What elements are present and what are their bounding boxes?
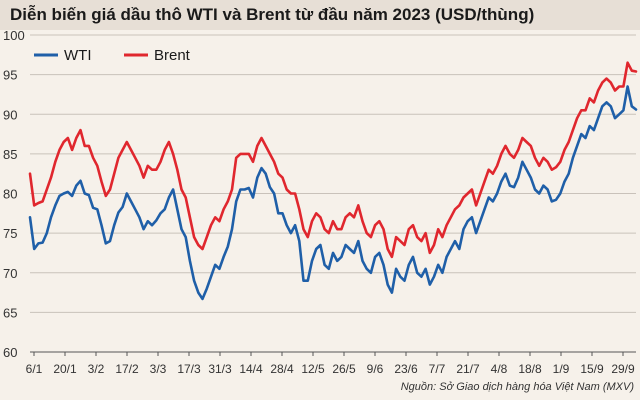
x-tick-label: 1/9 bbox=[553, 362, 570, 376]
series-line-wti bbox=[28, 85, 638, 301]
x-tick-label: 6/1 bbox=[26, 362, 43, 376]
x-tick-label: 9/6 bbox=[367, 362, 384, 376]
y-tick-label: 60 bbox=[3, 345, 17, 360]
x-tick-label: 7/7 bbox=[429, 362, 446, 376]
x-tick-label: 20/1 bbox=[53, 362, 77, 376]
y-tick-label: 95 bbox=[3, 68, 17, 83]
chart-title: Diễn biến giá dầu thô WTI và Brent từ đầ… bbox=[10, 5, 535, 24]
x-tick-label: 3/2 bbox=[88, 362, 105, 376]
series-line-brent bbox=[28, 61, 638, 259]
x-tick-label: 23/6 bbox=[394, 362, 418, 376]
x-tick-label: 28/4 bbox=[270, 362, 294, 376]
series-lines bbox=[28, 61, 638, 301]
legend: WTI Brent bbox=[34, 47, 191, 64]
x-tick-label: 3/3 bbox=[150, 362, 167, 376]
y-tick-label: 90 bbox=[3, 107, 17, 122]
legend-label-wti: WTI bbox=[64, 47, 92, 64]
x-tick-label: 17/2 bbox=[115, 362, 139, 376]
x-tick-label: 12/5 bbox=[301, 362, 325, 376]
x-tick-label: 15/9 bbox=[580, 362, 604, 376]
x-tick-label: 14/4 bbox=[239, 362, 263, 376]
x-tick-label: 4/8 bbox=[491, 362, 508, 376]
grid bbox=[30, 34, 636, 353]
x-tick-label: 29/9 bbox=[611, 362, 635, 376]
y-tick-label: 70 bbox=[3, 266, 17, 281]
title-bar: Diễn biến giá dầu thô WTI và Brent từ đầ… bbox=[0, 0, 640, 30]
y-tick-label: 85 bbox=[3, 147, 17, 162]
y-tick-label: 100 bbox=[3, 28, 25, 43]
x-axis-ticks: 6/1 20/1 3/2 17/2 3/3 17/3 31/3 14/4 28/4 12/5 26/… bbox=[26, 352, 635, 376]
source-note: Nguồn: Sở Giao dịch hàng hóa Việt Nam (M… bbox=[400, 381, 634, 393]
y-tick-label: 80 bbox=[3, 187, 17, 202]
x-tick-label: 21/7 bbox=[456, 362, 480, 376]
y-tick-label: 65 bbox=[3, 305, 17, 320]
x-tick-label: 31/3 bbox=[208, 362, 232, 376]
x-tick-label: 18/8 bbox=[518, 362, 542, 376]
x-tick-label: 26/5 bbox=[332, 362, 356, 376]
y-axis-ticks: 60 65 70 75 80 85 90 95 100 bbox=[3, 28, 25, 360]
y-tick-label: 75 bbox=[3, 226, 17, 241]
legend-label-brent: Brent bbox=[154, 47, 191, 64]
x-tick-label: 17/3 bbox=[177, 362, 201, 376]
